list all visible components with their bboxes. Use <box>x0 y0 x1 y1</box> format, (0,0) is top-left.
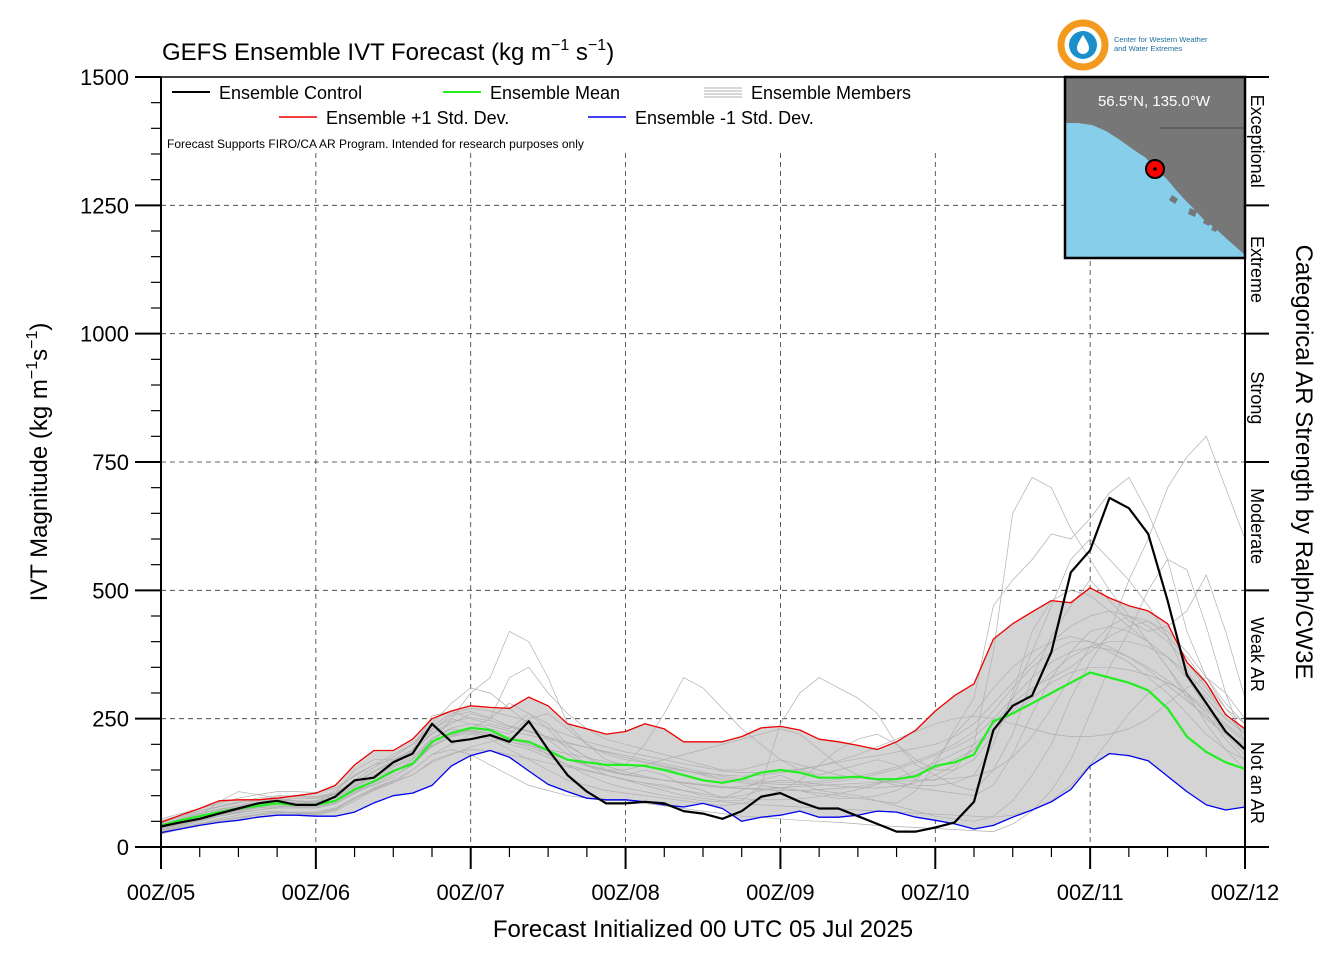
y-tick-label: 250 <box>92 707 129 732</box>
y-tick-label: 1250 <box>80 193 129 218</box>
legend-members-label: Ensemble Members <box>751 83 911 103</box>
chart-title: GEFS Ensemble IVT Forecast (kg m−1 s−1) <box>162 37 614 66</box>
category-label: Exceptional <box>1247 95 1267 188</box>
legend-minus-label: Ensemble -1 Std. Dev. <box>635 108 814 128</box>
std-dev-band <box>161 587 1245 833</box>
logo-ring <box>1057 19 1109 71</box>
ensemble-member-line <box>160 666 1246 835</box>
legend-plus-label: Ensemble +1 Std. Dev. <box>326 108 509 128</box>
ensemble-member-line <box>160 682 1246 833</box>
x-tick-label: 00Z/07 <box>436 880 505 905</box>
y-tick-label: 1500 <box>80 65 129 90</box>
legend-mean-label: Ensemble Mean <box>490 83 620 103</box>
category-label: Moderate <box>1247 488 1267 564</box>
y-tick-label: 750 <box>92 450 129 475</box>
ensemble-member-line <box>160 625 1246 822</box>
category-label: Extreme <box>1247 236 1267 303</box>
category-labels: Not an AR Weak AR Moderate Strong Extreme Exc… <box>1247 95 1267 824</box>
logo-drop-icon <box>1077 35 1089 54</box>
right-axis-label: Categorical AR Strength by Ralph/CW3E <box>1290 245 1317 680</box>
x-tick-label: 00Z/06 <box>282 880 351 905</box>
y-tick-label: 1000 <box>80 322 129 347</box>
logo-text-line1: Center for Western Weather <box>1114 35 1208 44</box>
category-label: Not an AR <box>1247 742 1267 824</box>
x-tick-label: 00Z/12 <box>1211 880 1280 905</box>
y-axis-label: IVT Magnitude (kg m−1s−1) <box>24 323 53 602</box>
ensemble-member-line <box>160 574 1246 827</box>
ensemble-member-line <box>160 610 1246 820</box>
research-note: Forecast Supports FIRO/CA AR Program. In… <box>167 137 584 151</box>
ensemble-member-line <box>160 559 1246 832</box>
legend-members-swatch <box>704 87 742 98</box>
series-lines <box>160 496 1246 834</box>
series-line-minus <box>160 749 1246 834</box>
category-label: Weak AR <box>1247 617 1267 692</box>
location-marker-dot <box>1153 167 1157 171</box>
x-tick-label: 00Z/09 <box>746 880 815 905</box>
category-label: Strong <box>1247 371 1267 424</box>
x-axis-label: Forecast Initialized 00 UTC 05 Jul 2025 <box>493 916 913 943</box>
legend-control-label: Ensemble Control <box>219 83 362 103</box>
ensemble-member-line <box>160 641 1246 830</box>
inset-map-coord-label: 56.5°N, 135.0°W <box>1098 93 1211 110</box>
legend: Ensemble Control Ensemble Mean Ensemble … <box>167 83 911 151</box>
x-tick-label: 00Z/05 <box>127 880 196 905</box>
cw3e-logo: Center for Western Weather and Water Ext… <box>1057 19 1208 71</box>
x-tick-label: 00Z/08 <box>591 880 660 905</box>
y-tick-label: 0 <box>117 835 129 860</box>
y-tick-label: 500 <box>92 578 129 603</box>
inset-map: 56.5°N, 135.0°W <box>1063 75 1247 260</box>
ensemble-member-line <box>160 641 1246 825</box>
ensemble-member-line <box>160 677 1246 829</box>
x-tick-label: 00Z/11 <box>1057 880 1124 905</box>
x-tick-label: 00Z/10 <box>901 880 970 905</box>
series-line-mean <box>160 671 1246 827</box>
tick-labels: 0 250 500 750 1000 1250 1500 00Z/05 00Z/06 00Z/07… <box>80 65 1279 905</box>
series-line-control <box>160 496 1246 833</box>
logo-text-line2: and Water Extremes <box>1114 44 1182 53</box>
